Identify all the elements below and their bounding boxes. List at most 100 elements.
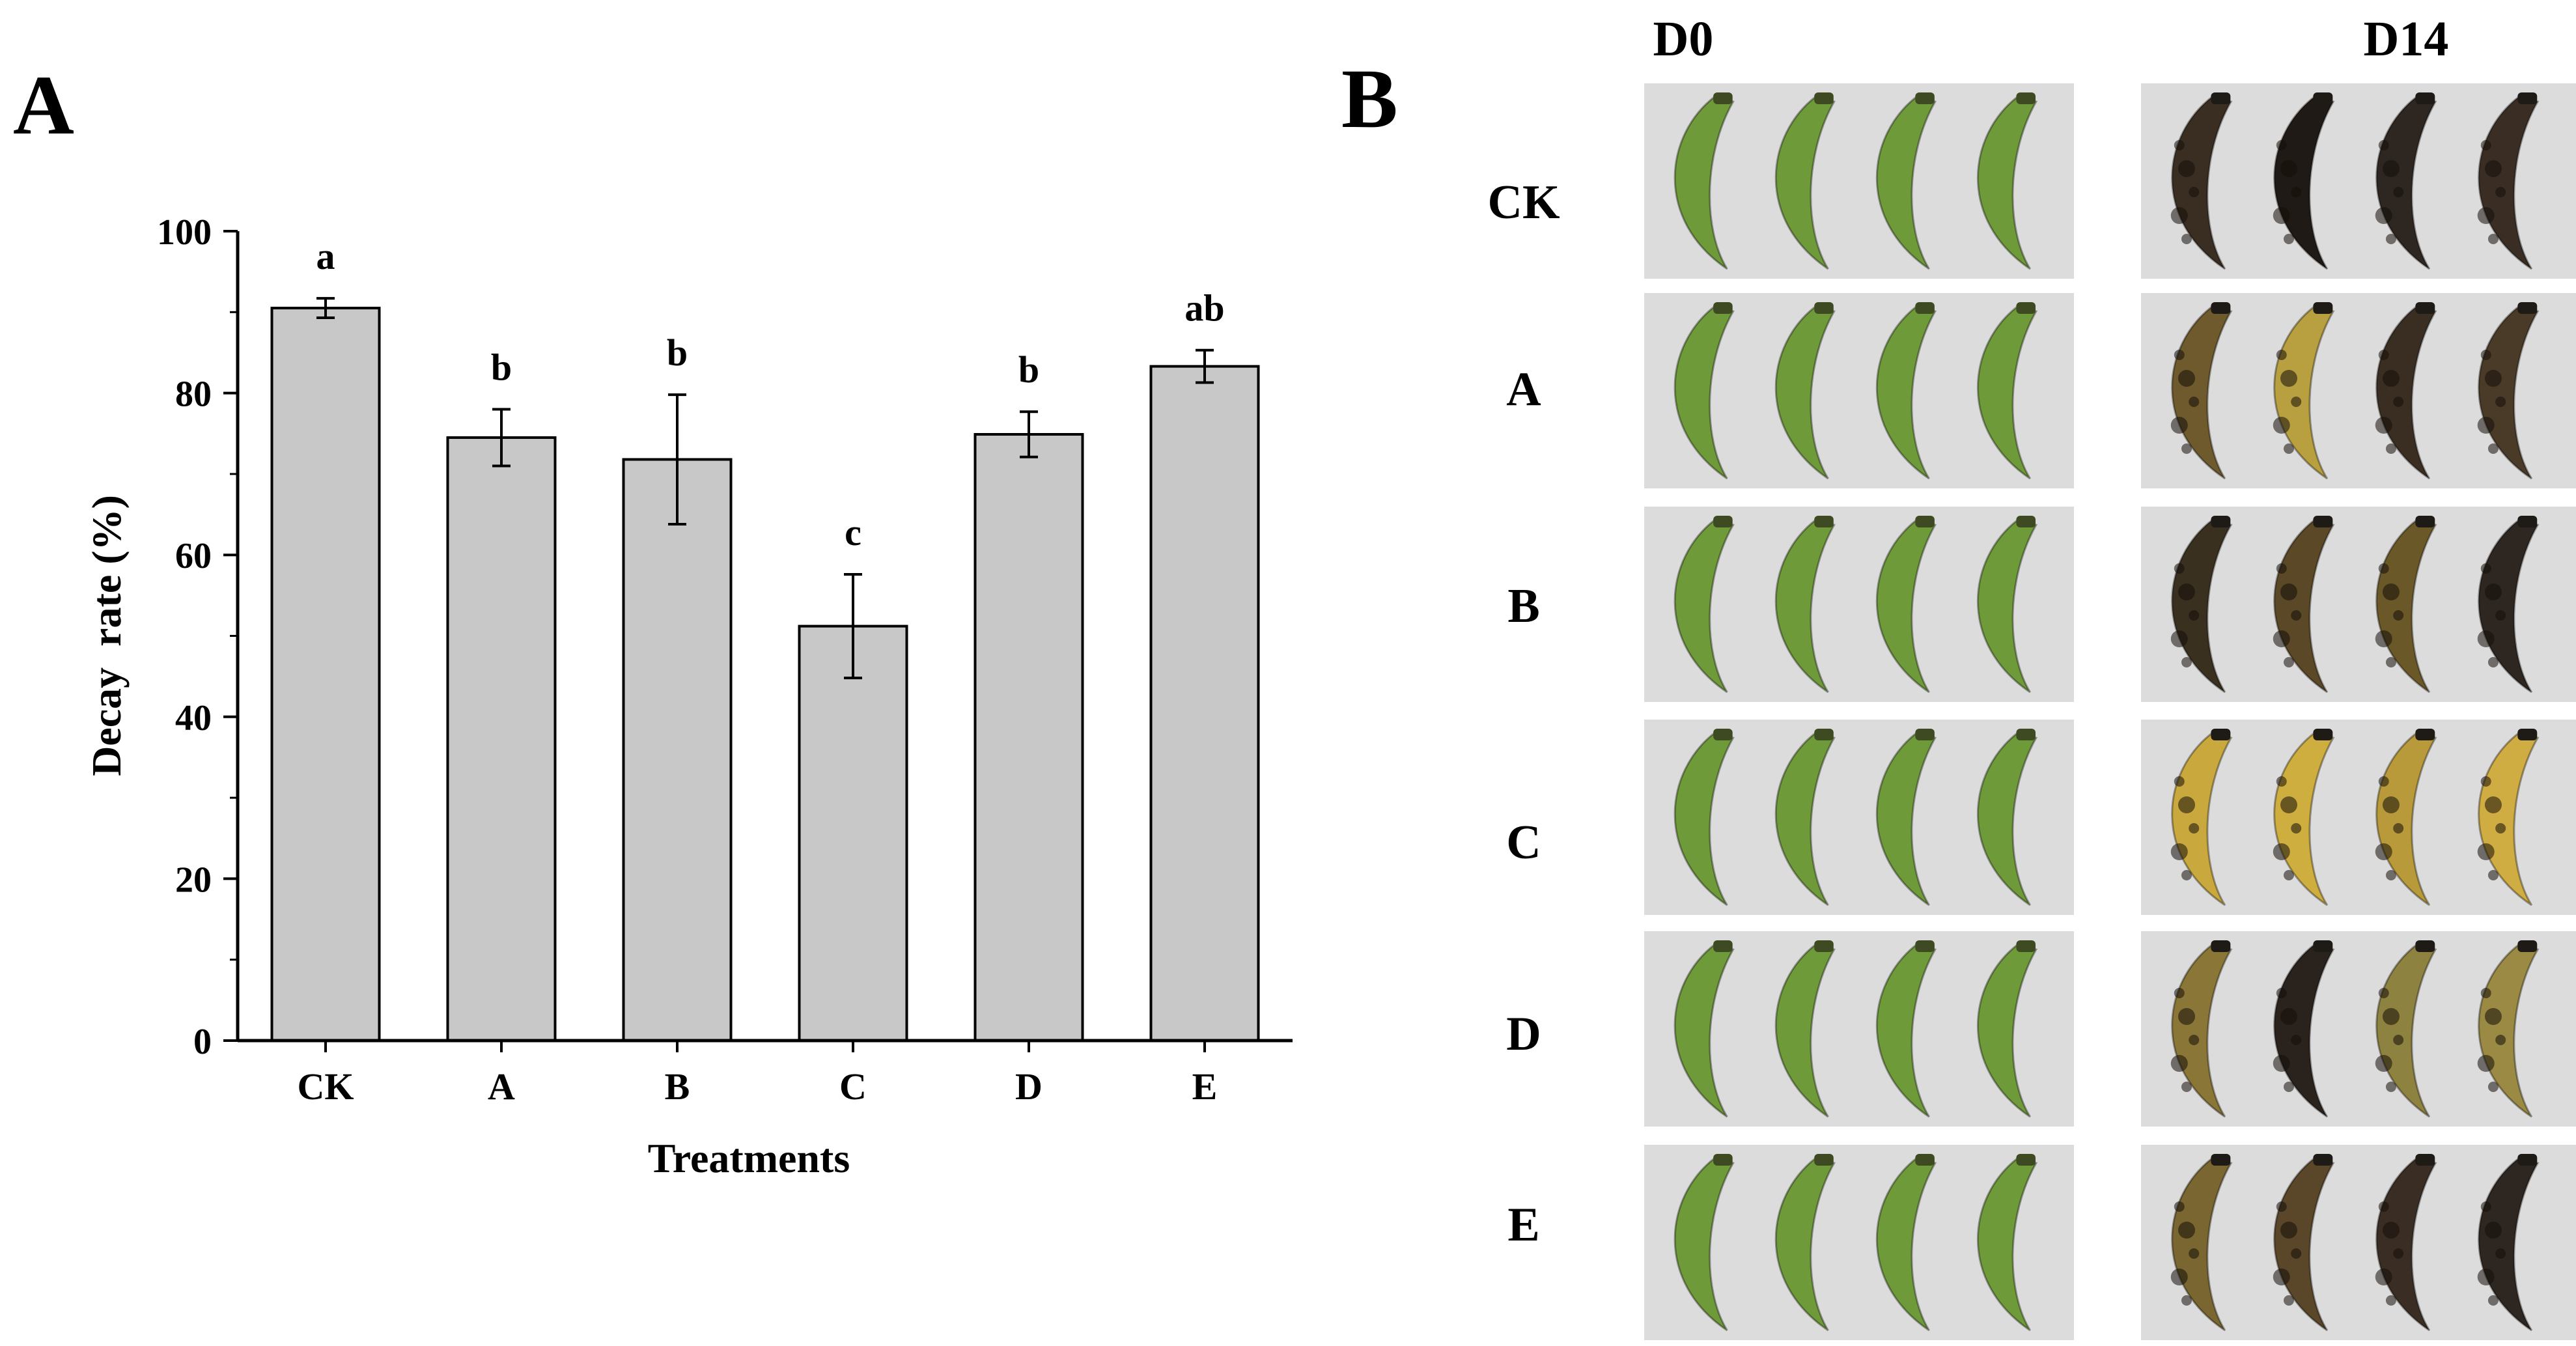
row-label-c: C bbox=[1506, 816, 1541, 869]
bar-b bbox=[622, 458, 733, 1042]
banana-spot bbox=[2181, 1295, 2192, 1306]
banana-spot bbox=[2181, 870, 2192, 880]
banana-spot bbox=[2477, 1269, 2495, 1285]
photo-d-d0 bbox=[1644, 931, 2074, 1127]
banana-stem bbox=[1915, 729, 1935, 740]
error-bar-d bbox=[1020, 410, 1038, 458]
banana-spot bbox=[2181, 443, 2192, 454]
photo-c-d0 bbox=[1644, 720, 2074, 915]
banana-stem bbox=[2415, 92, 2435, 104]
banana-2 bbox=[1774, 518, 1836, 694]
error-bar-a bbox=[492, 408, 511, 468]
banana-spot bbox=[2170, 207, 2188, 224]
banana-spot bbox=[2495, 610, 2506, 621]
banana-spot bbox=[2378, 350, 2389, 360]
column-header-d14: D14 bbox=[2364, 12, 2449, 66]
banana-spot bbox=[2382, 796, 2400, 813]
banana-spot bbox=[2480, 563, 2491, 574]
banana-stem bbox=[2211, 516, 2231, 527]
banana-4 bbox=[1976, 1157, 2038, 1332]
banana-stem bbox=[1814, 940, 1834, 952]
banana-stem bbox=[2415, 516, 2435, 527]
banana-spot bbox=[2477, 630, 2495, 647]
banana-stem bbox=[1713, 1154, 1733, 1166]
banana-1 bbox=[1673, 1157, 1735, 1332]
banana-stem bbox=[2211, 1154, 2231, 1166]
banana-stem bbox=[1915, 92, 1935, 104]
banana-spot bbox=[2393, 397, 2404, 407]
banana-spot bbox=[2178, 796, 2196, 813]
banana-spot bbox=[2291, 610, 2302, 621]
banana-spot bbox=[2487, 1082, 2499, 1092]
banana-spot bbox=[2174, 140, 2185, 150]
banana-spot bbox=[2189, 1248, 2200, 1259]
banana-stem bbox=[1713, 729, 1733, 740]
banana-spot bbox=[2178, 160, 2196, 177]
banana-photo-grid: D0 D14 CK A B C D E bbox=[1488, 12, 2576, 1340]
photo-a-d14 bbox=[2141, 293, 2576, 488]
banana-spot bbox=[2484, 160, 2502, 177]
banana-spot bbox=[2480, 350, 2491, 360]
banana-stem bbox=[2415, 1154, 2435, 1166]
banana-spot bbox=[2375, 1269, 2392, 1285]
photo-ck-d14 bbox=[2141, 83, 2576, 279]
banana-spot bbox=[2273, 843, 2290, 860]
banana-stem bbox=[2313, 1154, 2333, 1166]
banana-spot bbox=[2375, 843, 2392, 860]
banana-stem bbox=[2211, 302, 2231, 314]
row-label-d: D bbox=[1506, 1007, 1541, 1061]
banana-spot bbox=[2375, 1055, 2392, 1072]
banana-spot bbox=[2480, 1201, 2491, 1212]
banana-stem bbox=[2313, 516, 2333, 527]
bar-e bbox=[1149, 365, 1260, 1042]
banana-spot bbox=[2189, 610, 2200, 621]
significance-letter-c: c bbox=[845, 511, 861, 554]
banana-spot bbox=[2170, 630, 2188, 647]
banana-spot bbox=[2276, 350, 2287, 360]
banana-spot bbox=[2385, 1295, 2396, 1306]
banana-spot bbox=[2276, 1201, 2287, 1212]
significance-letter-e: ab bbox=[1184, 287, 1224, 329]
y-tick-label-0: 0 bbox=[193, 1022, 212, 1062]
photo-e-d14 bbox=[2141, 1145, 2576, 1340]
banana-stem bbox=[2415, 940, 2435, 952]
banana-spot bbox=[2484, 1008, 2502, 1025]
banana-4 bbox=[1976, 305, 2038, 480]
banana-1 bbox=[1673, 943, 1735, 1118]
banana-spot bbox=[2170, 1269, 2188, 1285]
banana-stem bbox=[1713, 940, 1733, 952]
banana-spot bbox=[2273, 207, 2290, 224]
banana-spot bbox=[2189, 187, 2200, 197]
banana-stem bbox=[2517, 302, 2538, 314]
banana-1 bbox=[1673, 731, 1735, 906]
banana-spot bbox=[2276, 988, 2287, 998]
banana-3 bbox=[1875, 518, 1937, 694]
photo-d-d14 bbox=[2141, 931, 2576, 1127]
banana-4 bbox=[1976, 518, 2038, 694]
error-bar-ck bbox=[316, 297, 335, 320]
banana-spot bbox=[2273, 1055, 2290, 1072]
banana-spot bbox=[2178, 1008, 2196, 1025]
row-label-a: A bbox=[1506, 363, 1541, 416]
y-tick-label-40: 40 bbox=[175, 698, 212, 738]
row-label-ck: CK bbox=[1488, 176, 1560, 229]
banana-spot bbox=[2170, 1055, 2188, 1072]
banana-spot bbox=[2170, 417, 2188, 434]
banana-spot bbox=[2393, 823, 2404, 834]
banana-1 bbox=[1673, 305, 1735, 480]
banana-spot bbox=[2273, 630, 2290, 647]
banana-spot bbox=[2487, 657, 2499, 667]
banana-spot bbox=[2283, 1082, 2294, 1092]
photo-ck-d0 bbox=[1644, 83, 2074, 279]
banana-3 bbox=[1875, 305, 1937, 480]
banana-spot bbox=[2174, 563, 2185, 574]
banana-spot bbox=[2495, 1035, 2506, 1045]
banana-3 bbox=[1875, 731, 1937, 906]
banana-spot bbox=[2487, 1295, 2499, 1306]
banana-spot bbox=[2181, 1082, 2192, 1092]
banana-stem bbox=[1915, 516, 1935, 527]
banana-stem bbox=[2313, 729, 2333, 740]
banana-stem bbox=[2016, 92, 2036, 104]
banana-spot bbox=[2276, 563, 2287, 574]
